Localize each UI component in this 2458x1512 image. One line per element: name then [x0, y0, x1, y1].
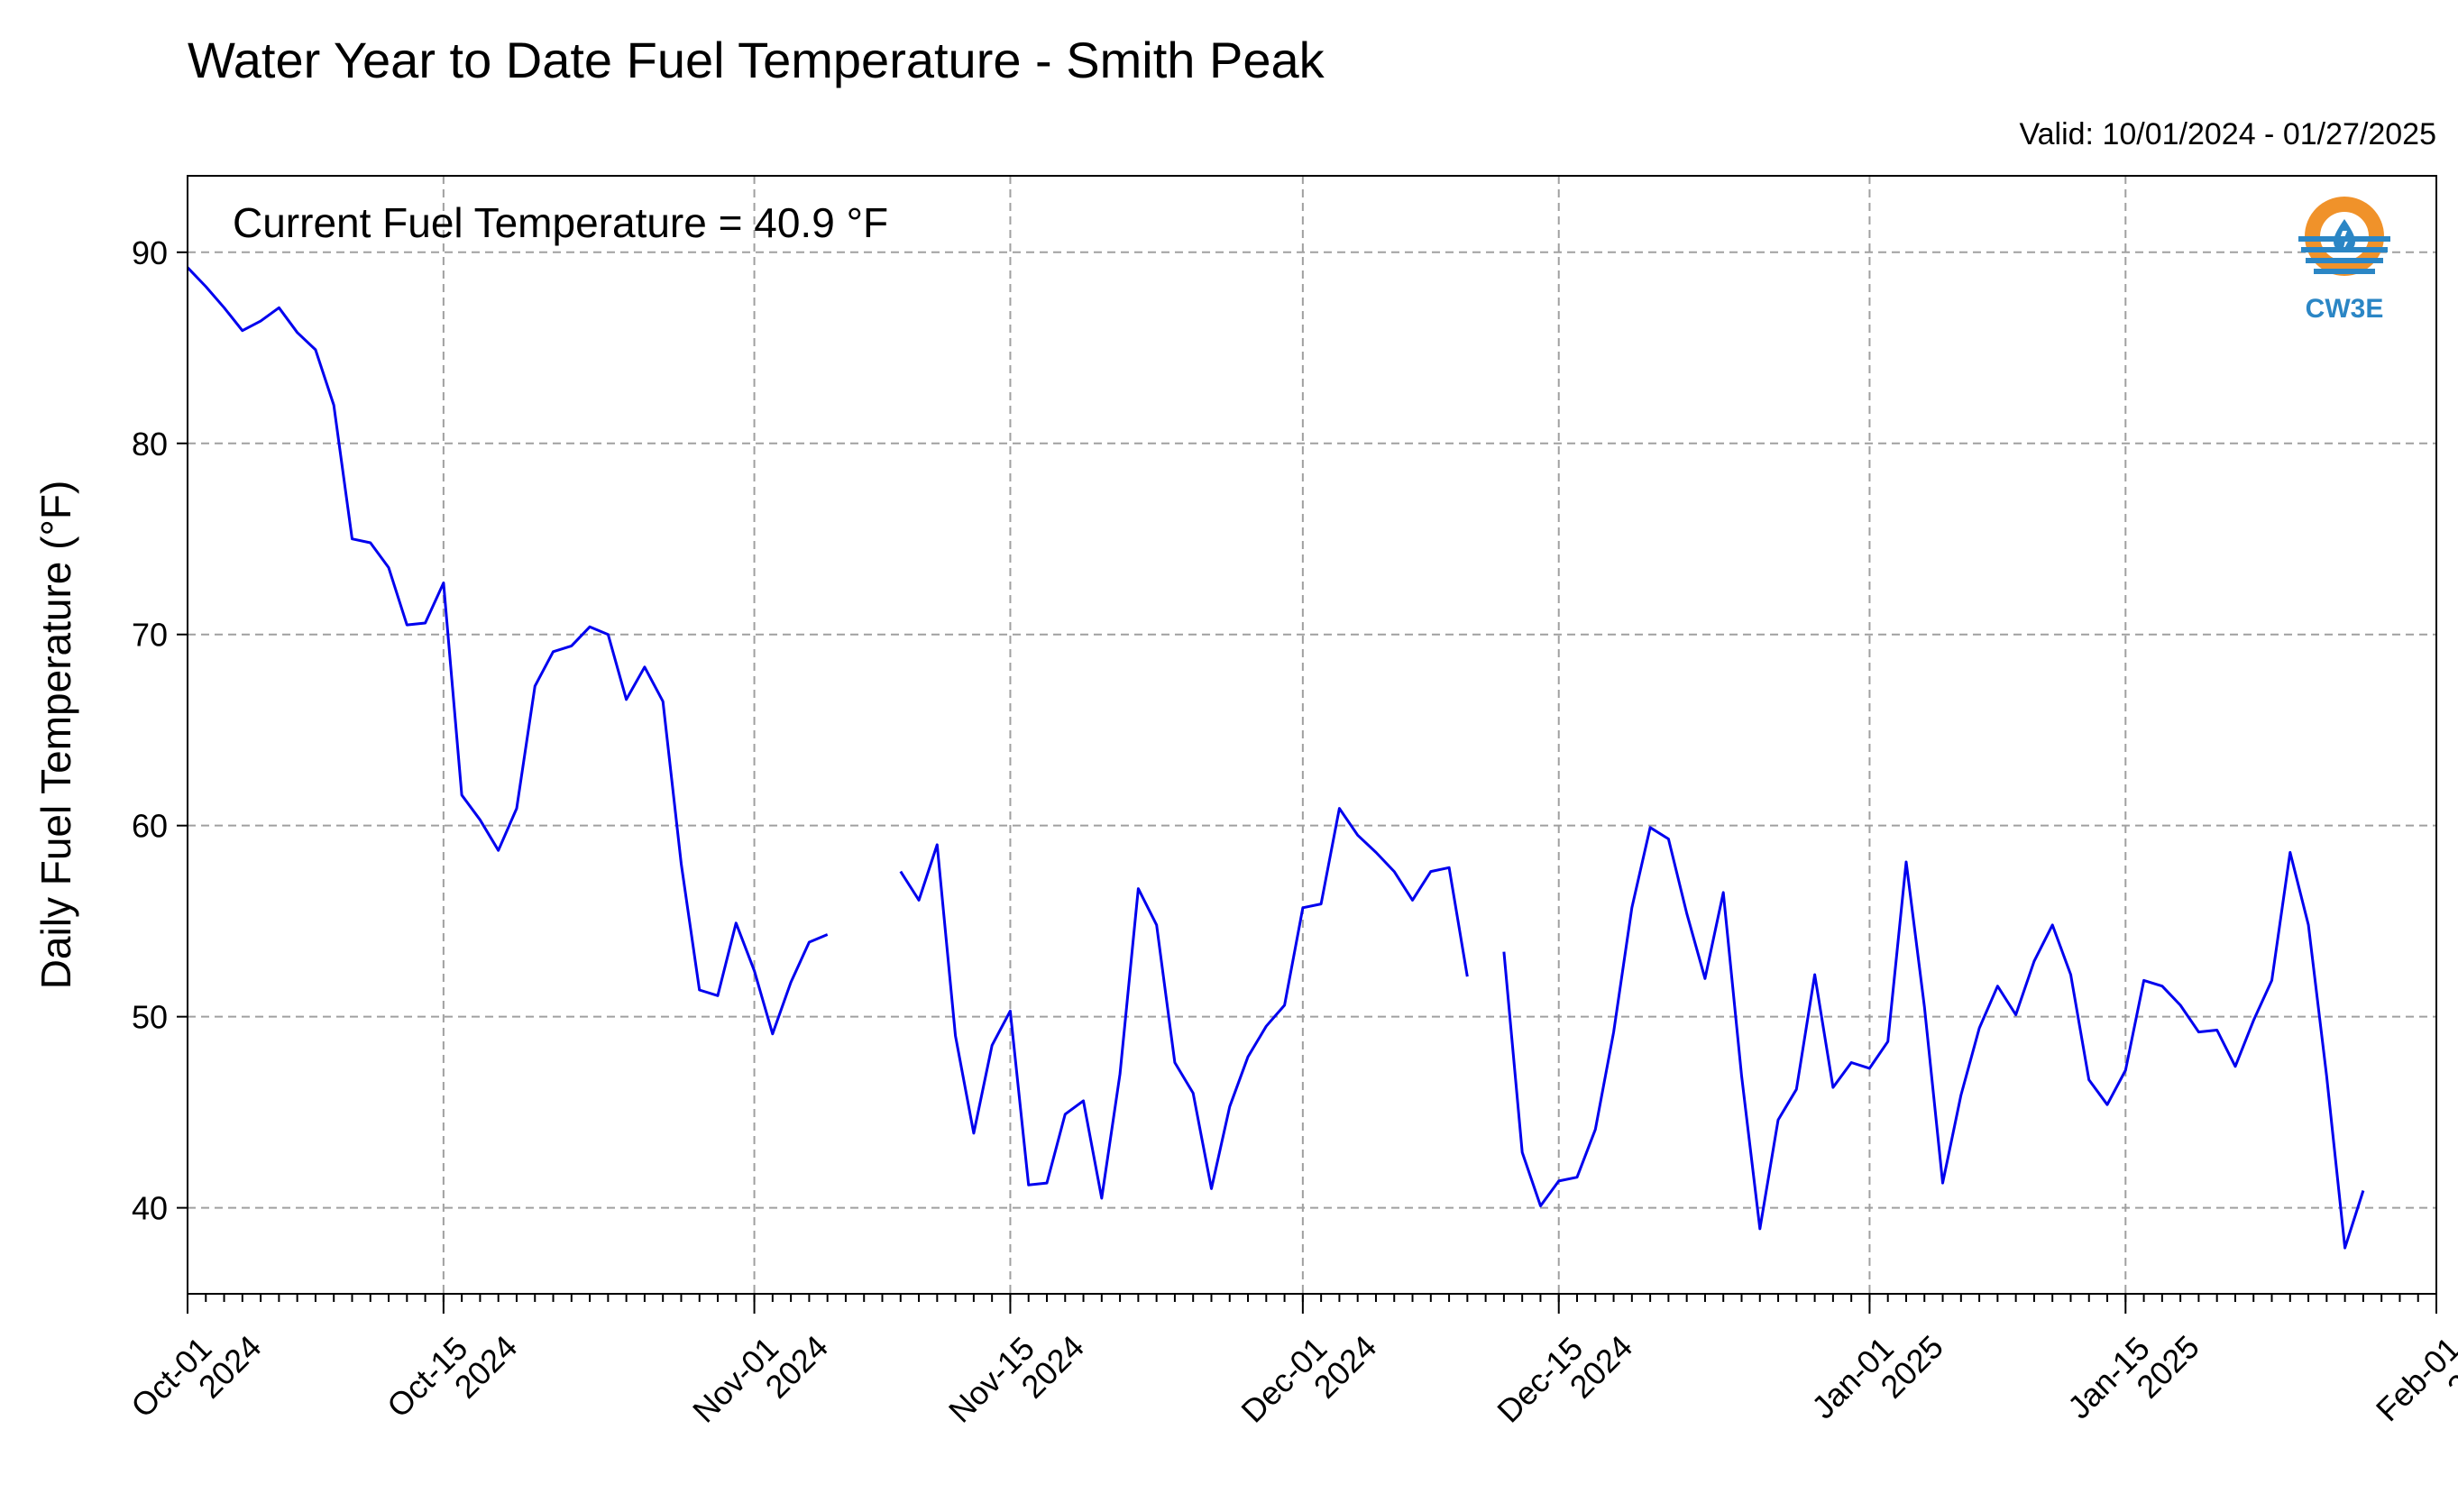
y-tick-label: 70: [132, 617, 168, 654]
logo-wave-4: [2314, 269, 2375, 274]
series-line-segment: [1502, 826, 2365, 1250]
x-tick-label: Dec-152024: [1490, 1304, 1639, 1453]
chart-title: Water Year to Date Fuel Temperature - Sm…: [188, 32, 1325, 88]
x-tick-label: Jan-152025: [2060, 1304, 2206, 1450]
series-line-segment: [899, 807, 1469, 1200]
x-tick-label: Dec-012024: [1234, 1304, 1383, 1453]
y-tick-label: 40: [132, 1190, 168, 1227]
x-tick-label: Jan-012025: [1804, 1304, 1950, 1450]
y-tick-label: 60: [132, 808, 168, 845]
x-tick-label: Nov-012024: [685, 1304, 835, 1453]
cw3e-logo: CW3E: [2298, 197, 2390, 324]
logo-wave-1: [2298, 236, 2390, 242]
y-axis: 40 50 60 70 80 90: [132, 234, 188, 1227]
current-temperature-annotation: Current Fuel Temperature = 40.9 °F: [233, 199, 888, 246]
plot-frame: [187, 175, 2437, 1295]
x-tick-label: Nov-152024: [941, 1304, 1091, 1453]
x-tick-label: Feb-012025: [2369, 1304, 2458, 1452]
gridlines: [187, 176, 2437, 1294]
series-lines: [186, 266, 2365, 1250]
y-tick-label: 50: [132, 999, 168, 1036]
series-line-segment: [186, 266, 829, 1036]
x-tick-label: Oct-152024: [380, 1304, 524, 1448]
logo-wave-2: [2301, 247, 2388, 252]
x-tick-label: Oct-012024: [124, 1304, 268, 1448]
logo-text: CW3E: [2306, 294, 2384, 324]
logo-wave-3: [2306, 258, 2383, 263]
y-tick-label: 90: [132, 234, 168, 271]
valid-date-range: Valid: 10/01/2024 - 01/27/2025: [2019, 117, 2436, 151]
y-axis-label: Daily Fuel Temperature (°F): [32, 481, 79, 990]
x-axis: Oct-012024 Oct-152024 Nov-012024 Nov-152024…: [124, 1294, 2458, 1453]
y-tick-label: 80: [132, 426, 168, 463]
lightning-icon: [2339, 231, 2350, 252]
